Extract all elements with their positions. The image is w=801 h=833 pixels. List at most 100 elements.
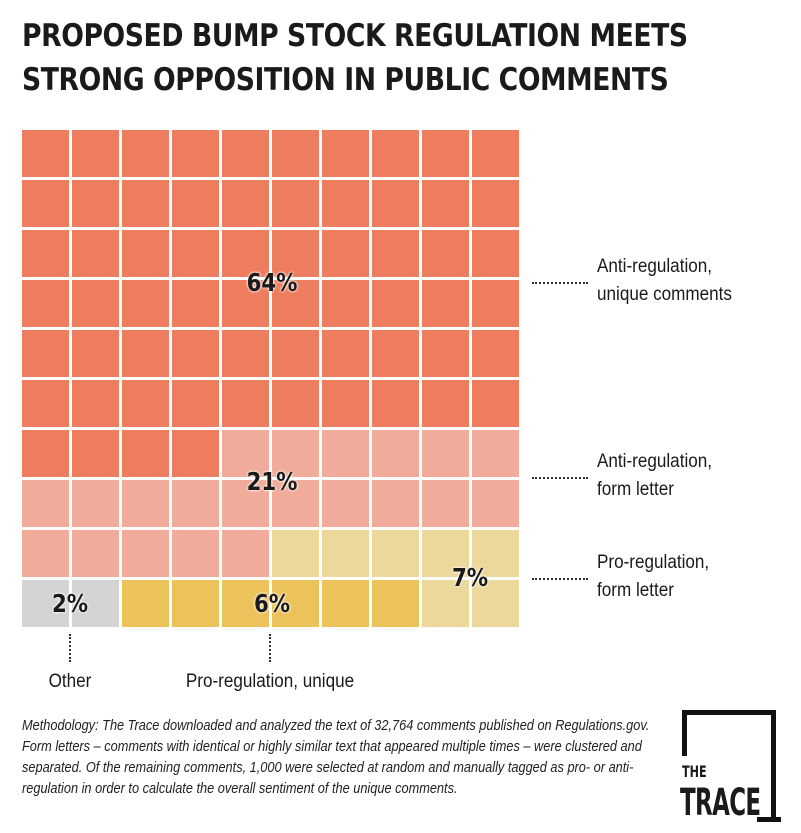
waffle-cell-anti-regulation-unique-comments [372,280,419,327]
legend-line: form letter [597,479,674,500]
legend-line: form letter [597,580,674,601]
waffle-cell-anti-regulation-unique-comments [372,230,419,277]
leader-line [69,634,71,662]
waffle-cell-anti-regulation-form-letter [272,480,319,527]
waffle-cell-other [22,580,69,627]
waffle-cell-anti-regulation-unique-comments [222,230,269,277]
waffle-cell-anti-regulation-unique-comments [222,380,269,427]
waffle-cell-anti-regulation-unique-comments [472,280,519,327]
leader-line [269,634,271,662]
waffle-cell-anti-regulation-form-letter [172,480,219,527]
value-label-anti-unique: 64% [246,268,298,297]
value-label-pro-form: 7% [451,563,489,592]
waffle-cell-anti-regulation-unique-comments [122,380,169,427]
leader-line [532,282,588,284]
waffle-cell-pro-regulation-form-letter [472,580,519,627]
waffle-cell-anti-regulation-unique-comments [22,180,69,227]
waffle-cell-pro-regulation-form-letter [272,530,319,577]
legend-line: Anti-regulation, [597,256,713,277]
waffle-cell-anti-regulation-unique-comments [272,180,319,227]
waffle-cell-anti-regulation-unique-comments [22,380,69,427]
waffle-cell-anti-regulation-unique-comments [72,130,119,177]
waffle-cell-anti-regulation-unique-comments [22,130,69,177]
waffle-cell-anti-regulation-unique-comments [322,180,369,227]
waffle-cell-anti-regulation-unique-comments [372,380,419,427]
waffle-cell-anti-regulation-unique-comments [172,330,219,377]
waffle-cell-anti-regulation-form-letter [122,530,169,577]
waffle-cell-anti-regulation-unique-comments [472,230,519,277]
waffle-cell-anti-regulation-unique-comments [122,280,169,327]
waffle-cell-pro-regulation-form-letter [472,530,519,577]
waffle-cell-anti-regulation-form-letter [222,530,269,577]
waffle-cell-anti-regulation-form-letter [22,480,69,527]
waffle-cell-anti-regulation-unique-comments [72,330,119,377]
waffle-cell-anti-regulation-form-letter [422,480,469,527]
waffle-cell-anti-regulation-unique-comments [272,230,319,277]
waffle-cell-anti-regulation-unique-comments [472,330,519,377]
waffle-cell-anti-regulation-unique-comments [422,180,469,227]
waffle-cell-anti-regulation-form-letter [172,530,219,577]
waffle-cell-anti-regulation-unique-comments [222,130,269,177]
waffle-cell-anti-regulation-unique-comments [122,180,169,227]
waffle-cell-other [72,580,119,627]
waffle-cell-pro-regulation-unique [122,580,169,627]
waffle-cell-anti-regulation-unique-comments [372,330,419,377]
waffle-cell-anti-regulation-unique-comments [322,380,369,427]
waffle-cell-anti-regulation-unique-comments [172,180,219,227]
waffle-cell-anti-regulation-unique-comments [122,230,169,277]
waffle-cell-anti-regulation-unique-comments [372,130,419,177]
waffle-cell-anti-regulation-unique-comments [322,330,369,377]
leader-line [532,477,588,479]
waffle-cell-pro-regulation-unique [222,580,269,627]
logo-text: TRACE [680,781,761,824]
waffle-cell-anti-regulation-unique-comments [472,130,519,177]
waffle-cell-anti-regulation-form-letter [272,430,319,477]
waffle-cell-anti-regulation-unique-comments [322,230,369,277]
chart-title: PROPOSED BUMP STOCK REGULATION MEETS STR… [22,14,688,102]
legend-pro-unique: Pro-regulation, unique [185,671,355,692]
waffle-cell-anti-regulation-form-letter [472,480,519,527]
legend-pro-form: Pro-regulation, form letter [597,549,709,605]
waffle-cell-anti-regulation-unique-comments [172,130,219,177]
waffle-cell-anti-regulation-unique-comments [422,330,469,377]
waffle-cell-anti-regulation-unique-comments [122,330,169,377]
legend-anti-unique: Anti-regulation, unique comments [597,253,732,309]
waffle-cell-anti-regulation-unique-comments [422,130,469,177]
waffle-cell-pro-regulation-unique [172,580,219,627]
waffle-cell-anti-regulation-form-letter [422,430,469,477]
value-label-pro-unique: 6% [253,589,291,618]
waffle-cell-anti-regulation-unique-comments [372,180,419,227]
waffle-cell-anti-regulation-unique-comments [22,230,69,277]
waffle-cell-anti-regulation-unique-comments [22,330,69,377]
waffle-cell-anti-regulation-unique-comments [172,280,219,327]
waffle-cell-anti-regulation-unique-comments [472,180,519,227]
waffle-cell-anti-regulation-form-letter [372,480,419,527]
waffle-cell-anti-regulation-unique-comments [222,280,269,327]
methodology-note: Methodology: The Trace downloaded and an… [22,718,650,797]
title-line-2: STRONG OPPOSITION IN PUBLIC COMMENTS [22,62,669,98]
waffle-cell-pro-regulation-form-letter [372,530,419,577]
waffle-cell-anti-regulation-unique-comments [72,380,119,427]
waffle-cell-anti-regulation-form-letter [222,430,269,477]
waffle-cell-anti-regulation-unique-comments [72,280,119,327]
waffle-cell-pro-regulation-unique [272,580,319,627]
waffle-cell-anti-regulation-form-letter [122,480,169,527]
waffle-cell-anti-regulation-form-letter [22,530,69,577]
value-label-anti-form: 21% [246,467,298,496]
waffle-cell-anti-regulation-unique-comments [272,330,319,377]
waffle-cell-anti-regulation-unique-comments [72,430,119,477]
waffle-cell-anti-regulation-unique-comments [272,380,319,427]
legend-line: unique comments [597,284,732,305]
waffle-cell-anti-regulation-unique-comments [322,280,369,327]
leader-line [532,578,588,580]
waffle-cell-anti-regulation-form-letter [72,530,119,577]
legend-anti-form: Anti-regulation, form letter [597,448,712,504]
waffle-cell-anti-regulation-unique-comments [472,380,519,427]
waffle-cell-pro-regulation-unique [372,580,419,627]
waffle-cell-anti-regulation-unique-comments [72,230,119,277]
waffle-cell-anti-regulation-unique-comments [422,280,469,327]
waffle-cell-anti-regulation-form-letter [322,430,369,477]
waffle-cell-anti-regulation-unique-comments [172,430,219,477]
waffle-cell-anti-regulation-unique-comments [272,280,319,327]
waffle-cell-pro-regulation-form-letter [422,580,469,627]
